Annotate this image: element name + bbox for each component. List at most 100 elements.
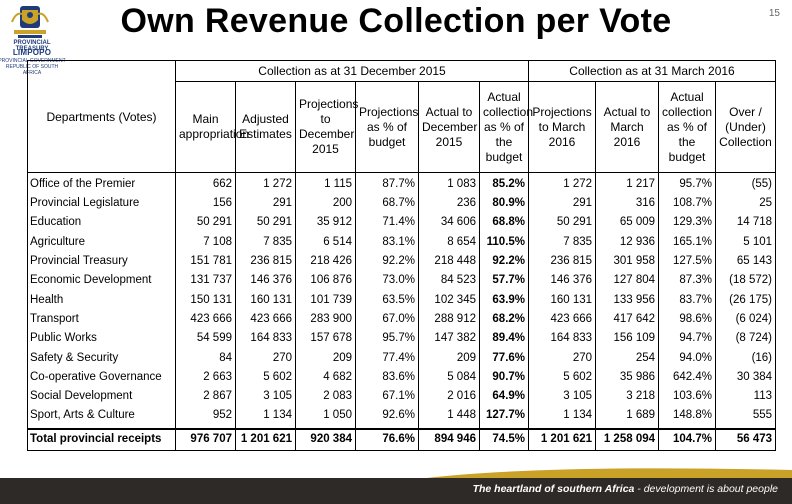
value-cell: 270 [235,348,296,368]
value-cell: 71.4% [355,213,419,233]
revenue-table: Departments (Votes) Collection as at 31 … [27,60,777,451]
value-cell: 254 [595,348,660,368]
value-cell: 165.1% [658,232,717,253]
department-name-cell: Provincial Legislature [27,194,176,214]
value-cell: 102 345 [418,290,480,311]
value-cell: 92.2% [355,252,419,272]
table-row: Economic Development 131 737 146 376 106 87… [27,271,777,291]
value-cell: 236 815 [528,252,597,272]
table-row: Health 150 131 160 131 101 739 63.5% 102 345 6… [27,290,777,311]
department-name-cell: Economic Development [27,271,176,291]
group-header-march: Collection as at 31 March 2016 [528,60,777,82]
value-cell: 25 [715,194,777,214]
value-cell: 95.7% [658,172,717,195]
value-cell: 164 833 [235,329,296,349]
value-cell: 68.8% [478,213,530,233]
value-cell: 63.9% [478,290,530,311]
value-cell: 34 606 [418,213,480,233]
col-header-actual-pct-december: Actual collection as % of the budget [478,81,533,173]
value-cell: 127.7% [478,406,530,429]
col-header-adjusted-estimates: Adjusted Estimates [235,81,296,173]
table-row: Transport 423 666 423 666 283 900 67.0% 288 9… [27,310,777,330]
value-cell: 976 707 [175,427,236,451]
value-cell: 1 050 [295,406,356,429]
value-cell: 50 291 [528,213,597,233]
value-cell: 94.7% [658,329,717,349]
value-cell: 3 105 [235,387,296,407]
value-cell: 1 201 621 [528,427,597,451]
value-cell: 90.7% [478,367,530,388]
value-cell: 1 134 [528,406,597,429]
value-cell: 54 599 [175,329,236,349]
value-cell: 236 [418,194,480,214]
value-cell: 4 682 [295,367,356,388]
col-header-department: Departments (Votes) [27,60,176,173]
value-cell: 283 900 [295,310,356,330]
value-cell: 57.7% [478,271,530,291]
value-cell: 316 [595,194,660,214]
table-row: Public Works 54 599 164 833 157 678 95.7% 147… [27,329,777,349]
value-cell: 92.6% [355,406,419,429]
value-cell: 65 009 [595,213,660,233]
value-cell: 103.6% [658,387,717,407]
col-header-projections-march: Projections to March 2016 [528,81,597,173]
value-cell: 94.0% [658,348,717,368]
value-cell: 68.2% [478,310,530,330]
value-cell: 68.7% [355,194,419,214]
value-cell: 83.6% [355,367,419,388]
value-cell: 76.6% [355,427,419,451]
value-cell: (8 724) [715,329,777,349]
col-header-actual-pct-march: Actual collection as % of the budget [658,81,717,173]
value-cell: 952 [175,406,236,429]
value-cell: 84 523 [418,271,480,291]
value-cell: 423 666 [175,310,236,330]
value-cell: 920 384 [295,427,356,451]
department-name-cell: Office of the Premier [27,172,176,195]
value-cell: 87.7% [355,172,419,195]
value-cell: 209 [418,348,480,368]
col-header-projections-pct: Projections as % of budget [355,81,419,173]
col-header-main-appropriation: Main appropriation [175,81,249,173]
value-cell: 127 804 [595,271,660,291]
value-cell: 50 291 [235,213,296,233]
value-cell: 423 666 [528,310,597,330]
value-cell: 7 108 [175,232,236,253]
value-cell: 200 [295,194,356,214]
value-cell: 236 815 [235,252,296,272]
footer: The heartland of southern Africa - devel… [0,466,792,504]
value-cell: 642.4% [658,367,717,388]
value-cell: 151 781 [175,252,236,272]
value-cell: 2 016 [418,387,480,407]
page-number: 15 [768,8,780,19]
department-name-cell: Transport [27,310,176,330]
value-cell: 5 084 [418,367,480,388]
value-cell: 156 [175,194,236,214]
value-cell: 5 602 [235,367,296,388]
value-cell: 164 833 [528,329,597,349]
value-cell: 104.7% [658,427,717,451]
value-cell: 157 678 [295,329,356,349]
value-cell: 5 602 [528,367,597,388]
table-row: Agriculture 7 108 7 835 6 514 83.1% 8 654 110.… [27,232,777,253]
table-row: Safety & Security 84 270 209 77.4% 209 77.6% 27… [27,348,777,368]
value-cell: 218 448 [418,252,480,272]
value-cell: 417 642 [595,310,660,330]
value-cell: 89.4% [478,329,530,349]
revenue-table-container: Departments (Votes) Collection as at 31 … [27,60,777,451]
department-name-cell: Sport, Arts & Culture [27,406,176,429]
value-cell: (18 572) [715,271,777,291]
value-cell: 2 663 [175,367,236,388]
value-cell: 14 718 [715,213,777,233]
value-cell: 113 [715,387,777,407]
value-cell: 148.8% [658,406,717,429]
value-cell: 894 946 [418,427,480,451]
logo-name: LIMPOPO [12,48,52,57]
value-cell: 8 654 [418,232,480,253]
value-cell: 87.3% [658,271,717,291]
value-cell: 84 [175,348,236,368]
value-cell: 5 101 [715,232,777,253]
department-name-cell: Co-operative Governance [27,367,176,388]
value-cell: 110.5% [478,232,530,253]
department-name-cell: Public Works [27,329,176,349]
value-cell: 35 912 [295,213,356,233]
